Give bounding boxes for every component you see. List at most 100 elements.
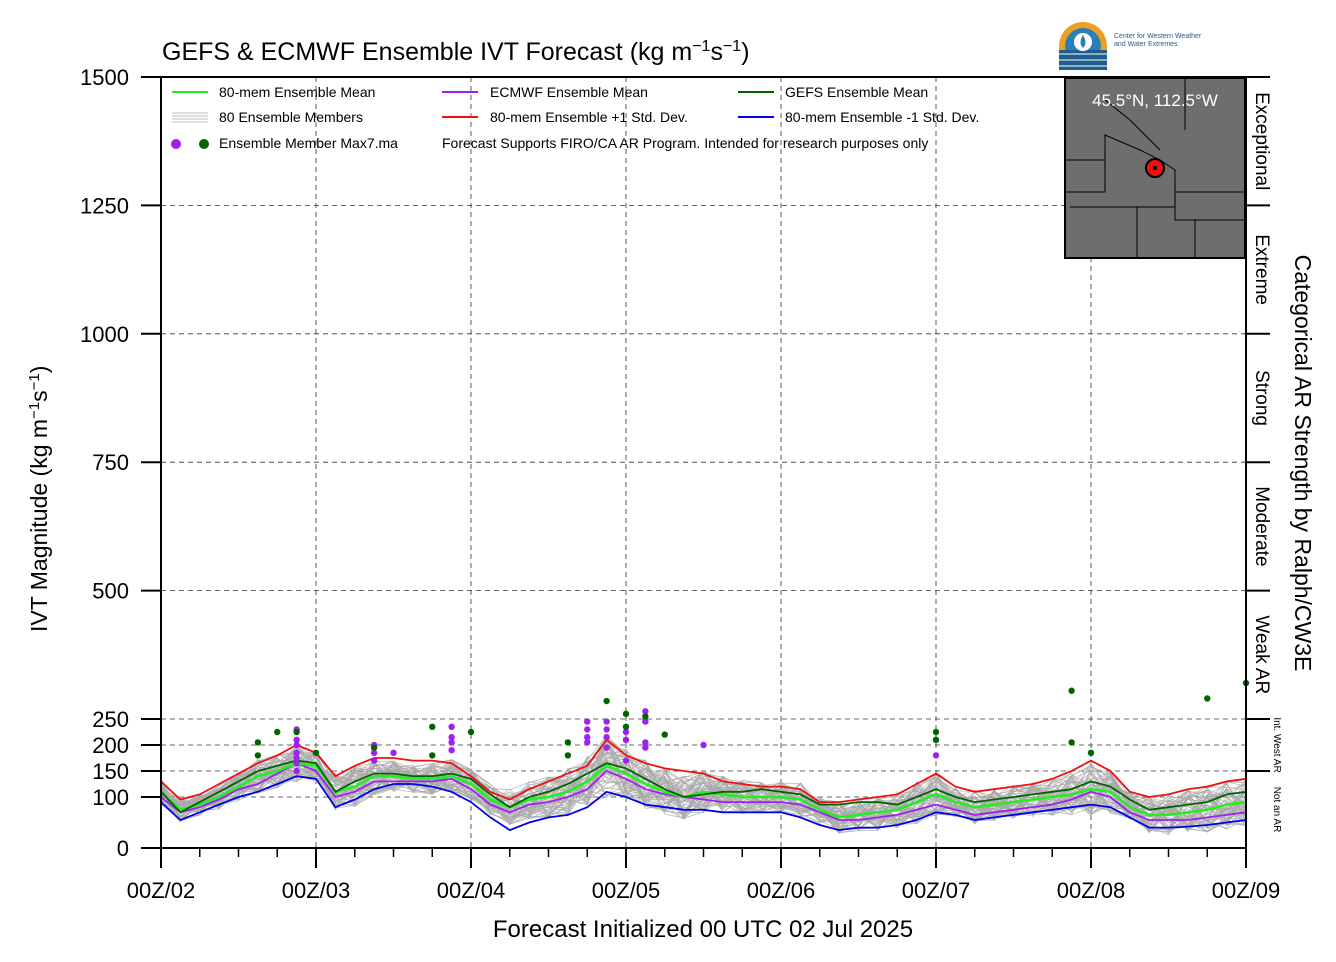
max-point-gefs (622, 723, 630, 730)
legend-max: Ensemble Member Max7.ma (219, 135, 398, 151)
max-point-gefs (1068, 687, 1075, 694)
series-ecmwf (160, 762, 1247, 821)
y-tick-label: 500 (92, 579, 129, 604)
max-point-gefs (467, 728, 475, 736)
series-gefs (160, 759, 1247, 814)
max-point-ecmwf (622, 757, 630, 764)
grid (161, 77, 1246, 848)
x-axis-label: Forecast Initialized 00 UTC 02 Jul 2025 (493, 916, 913, 943)
x-tick-label: 00Z/03 (282, 878, 351, 903)
x-tick-label: 00Z/08 (1057, 878, 1126, 903)
max-point-ecmwf (622, 728, 630, 736)
max-point-ecmwf (390, 749, 397, 756)
max-point-gefs (564, 739, 572, 746)
max-point-ecmwf (603, 734, 610, 741)
series-lines (160, 738, 1247, 832)
max-point-gefs (274, 728, 281, 736)
category-label: Strong (1251, 370, 1272, 426)
legend-gefs: GEFS Ensemble Mean (785, 84, 928, 100)
legend-mean80: 80-mem Ensemble Mean (219, 84, 375, 100)
max-point-ecmwf (448, 747, 455, 754)
max-point-ecmwf (584, 739, 591, 746)
max-point-ecmwf (293, 760, 300, 767)
max-point-gefs (603, 697, 610, 705)
member-line (160, 758, 1247, 824)
y-tick-label: 750 (92, 450, 129, 475)
x-tick-label: 00Z/02 (127, 878, 196, 903)
category-label: Moderate (1251, 486, 1272, 566)
category-label: Exceptional (1251, 92, 1272, 190)
right-category-label: Categorical AR Strength by Ralph/CW3E (1290, 255, 1316, 672)
max-point-ecmwf (370, 749, 378, 756)
max-point-ecmwf (448, 723, 455, 730)
legend-swatch-max-ecmwf (171, 139, 181, 149)
x-tick-label: 00Z/05 (592, 878, 661, 903)
max-point-gefs (661, 731, 668, 738)
max-points (254, 679, 1250, 775)
max-point-gefs (1204, 695, 1211, 702)
category-label: Extreme (1251, 234, 1272, 305)
legend-minus1: 80-mem Ensemble -1 Std. Dev. (785, 109, 979, 125)
legend-swatch-members (172, 112, 208, 123)
legend-members: 80 Ensemble Members (219, 109, 363, 125)
max-point-ecmwf (932, 752, 940, 759)
series-mean80 (160, 761, 1247, 819)
max-point-ecmwf (293, 754, 300, 762)
max-point-gefs (254, 739, 262, 746)
y-tick-label: 1500 (80, 65, 129, 90)
legend-ecmwf: ECMWF Ensemble Mean (490, 84, 648, 100)
legend-plus1: 80-mem Ensemble +1 Std. Dev. (490, 109, 688, 125)
max-point-gefs (293, 728, 300, 736)
max-point-gefs (932, 728, 940, 736)
y-tick-label: 1250 (80, 193, 129, 218)
max-point-ecmwf (603, 726, 610, 733)
x-tick-label: 00Z/04 (437, 878, 506, 903)
max-point-ecmwf (448, 739, 455, 746)
cw3e-logo-icon (1059, 22, 1107, 70)
category-bands: Exceptional Extreme Strong Moderate Weak AR I… (1246, 76, 1282, 833)
y-tick-label: 150 (92, 759, 129, 784)
y-tick-label: 200 (92, 733, 129, 758)
series-plus1 (160, 738, 1247, 803)
max-point-gefs (1087, 749, 1095, 756)
y-tick-label: 100 (92, 785, 129, 810)
max-point-gefs (429, 752, 436, 759)
max-point-ecmwf (584, 718, 591, 725)
max-point-ecmwf (700, 741, 707, 749)
member-line (160, 738, 1247, 831)
max-point-ecmwf (370, 757, 378, 764)
x-tick-label: 00Z/07 (902, 878, 971, 903)
inset-map-coord: 45.5°N, 112.5°W (1092, 91, 1218, 110)
max-point-gefs (642, 713, 649, 720)
member-line (160, 750, 1247, 832)
category-label: Int. West AR (1271, 717, 1282, 772)
chart-title: GEFS & ECMWF Ensemble IVT Forecast (kg m… (162, 38, 750, 66)
max-point-gefs (312, 749, 320, 756)
max-point-gefs (564, 752, 572, 759)
max-point-gefs (1068, 739, 1075, 746)
y-tick-label: 1000 (80, 322, 129, 347)
inset-map: 45.5°N, 112.5°W (1064, 77, 1246, 259)
max-point-ecmwf (622, 736, 630, 743)
legend-note: Forecast Supports FIRO/CA AR Program. In… (442, 135, 928, 151)
x-tick-label: 00Z/09 (1212, 878, 1281, 903)
max-point-ecmwf (642, 739, 649, 746)
max-point-gefs (370, 744, 378, 751)
max-point-gefs (429, 723, 436, 730)
series-minus1 (160, 775, 1247, 832)
max-point-ecmwf (293, 736, 300, 743)
legend-swatch-max-gefs (199, 139, 209, 149)
category-label: Not an AR (1271, 787, 1282, 833)
member-line (160, 739, 1247, 832)
max-point-ecmwf (584, 734, 591, 741)
max-point-gefs (254, 752, 262, 759)
y-axis-label: IVT Magnitude (kg m−1s−1) (26, 366, 52, 632)
max-point-gefs (932, 736, 940, 743)
max-point-ecmwf (603, 744, 610, 751)
max-point-ecmwf (642, 708, 649, 715)
max-point-ecmwf (293, 767, 300, 775)
max-point-ecmwf (293, 749, 300, 756)
max-point-ecmwf (642, 718, 649, 725)
